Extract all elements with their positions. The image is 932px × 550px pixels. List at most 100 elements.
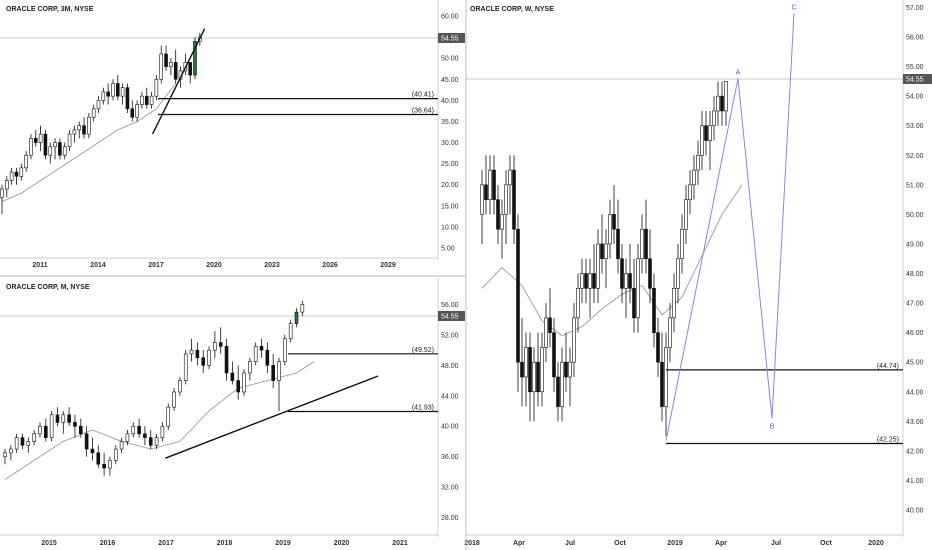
candle-body (38, 425, 42, 435)
candle-body (67, 133, 72, 148)
current-price-tag (438, 311, 465, 321)
x-tick-label: Jul (565, 540, 575, 547)
candle (236, 365, 240, 400)
candle (148, 430, 153, 450)
x-tick-label: 2015 (41, 540, 57, 547)
candle-body (596, 243, 600, 289)
candle-body (193, 41, 197, 76)
candle-body (564, 361, 568, 378)
x-tick-label: 2011 (32, 262, 47, 269)
candle-body (84, 433, 89, 450)
candle (49, 411, 54, 442)
candle-body (44, 425, 48, 438)
candle-body (159, 53, 164, 80)
y-tick-label: 42.00 (906, 448, 924, 455)
candle-body (294, 311, 299, 324)
candle-body (716, 95, 720, 112)
candle (576, 273, 580, 333)
candle (532, 347, 536, 422)
trendline[interactable] (151, 28, 206, 135)
candle (14, 167, 19, 185)
candle (154, 433, 159, 450)
x-tick-label: 2016 (100, 540, 116, 547)
candle (548, 288, 552, 348)
y-tick-label: 53.00 (906, 123, 924, 130)
candle (207, 346, 211, 370)
candle (33, 129, 38, 147)
candle-body (584, 273, 588, 289)
y-tick-label: 44.00 (906, 389, 924, 396)
candle-body (288, 323, 293, 340)
candle (720, 81, 724, 126)
candle-body (516, 228, 520, 363)
candle (0, 184, 4, 215)
x-tick-label: 2020 (334, 540, 350, 547)
candle-body (58, 142, 62, 156)
candle (53, 138, 57, 160)
candle (149, 91, 154, 109)
candle (91, 104, 96, 122)
y-tick-label: 5.00 (441, 246, 455, 253)
x-tick-label: 2020 (206, 262, 222, 269)
candle (113, 445, 118, 465)
candle-body (82, 125, 86, 135)
x-tick-label: 2029 (380, 262, 396, 269)
candle (242, 369, 246, 396)
y-tick-label: 54.00 (906, 94, 924, 101)
candle (660, 332, 664, 422)
candle-body (668, 317, 672, 348)
candle (125, 83, 130, 114)
candle (73, 414, 77, 438)
abc-pattern-path[interactable] (737, 13, 795, 419)
candle-body (504, 184, 508, 215)
candle (596, 229, 600, 304)
candle-body (632, 288, 636, 319)
candle-body (253, 346, 258, 362)
candle-body (712, 110, 716, 127)
candle-body (91, 108, 96, 118)
candle (38, 422, 42, 438)
candle-body (166, 406, 171, 427)
candle (178, 376, 182, 396)
candle (640, 214, 644, 274)
candle (688, 170, 692, 215)
moving-average-line (1, 83, 177, 203)
y-tick-label: 10.00 (441, 224, 459, 231)
candle (120, 83, 125, 105)
candle (24, 150, 28, 173)
candle-body (580, 273, 584, 289)
candle (62, 142, 67, 160)
candle (20, 433, 25, 450)
candle (29, 134, 33, 160)
trendline[interactable] (165, 375, 379, 459)
candle-body (708, 125, 712, 141)
candle-body (143, 433, 147, 438)
candle-body (271, 365, 275, 381)
y-tick-label: 55.00 (906, 64, 924, 71)
candle (528, 332, 532, 422)
candle (154, 75, 159, 101)
abc-point-label: C (791, 4, 796, 11)
y-tick-label: 52.00 (441, 332, 459, 339)
candle-body (652, 288, 656, 333)
candle-body (43, 133, 48, 156)
candle-body (14, 437, 19, 450)
candle-body (600, 243, 604, 260)
x-tick-label: 2014 (90, 262, 106, 269)
candle (116, 75, 120, 101)
y-tick-label: 56.00 (906, 35, 924, 42)
candle-body (664, 347, 668, 407)
candle-body (644, 228, 648, 260)
candle-body (616, 228, 620, 260)
candle-body (500, 214, 504, 230)
candle-body (164, 53, 168, 67)
candle-body (236, 380, 240, 393)
candle-body (9, 171, 14, 181)
candle (172, 388, 176, 411)
candle (9, 167, 14, 185)
candle-body (61, 414, 66, 423)
candle-body (195, 349, 200, 359)
level-label: (42.25) (877, 436, 899, 443)
x-tick-label: 2026 (322, 262, 338, 269)
candle (664, 332, 668, 437)
